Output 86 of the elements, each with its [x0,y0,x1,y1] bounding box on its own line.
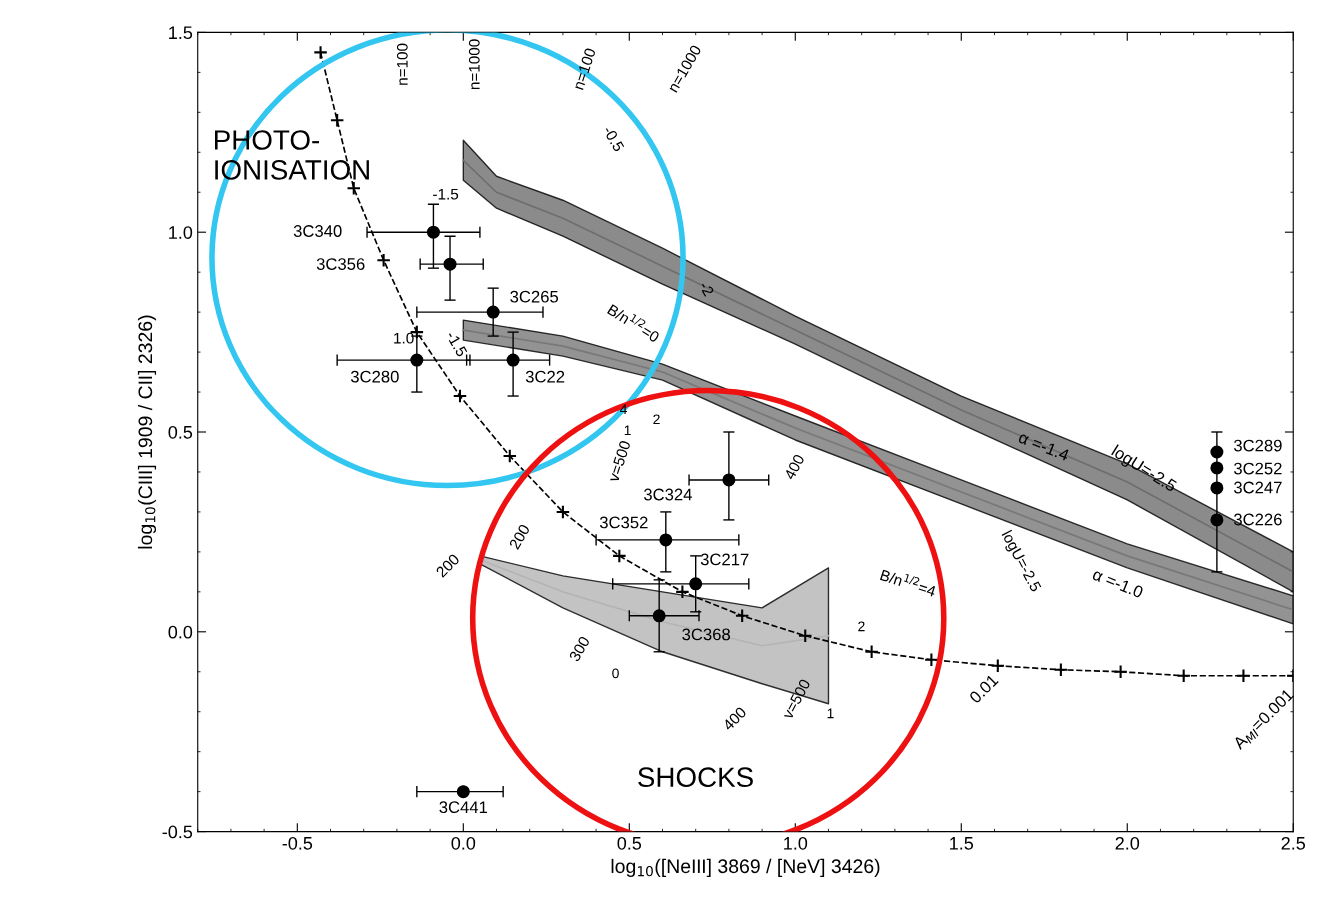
annotation: 3C356 [316,258,365,270]
x-tick-label: -0.5 [282,836,313,850]
point [456,785,470,799]
annotation: -2 [699,280,715,297]
annotation: 2 [858,621,865,632]
point [426,225,440,239]
annotation: A$_{MI}$=0.001 [1232,688,1296,752]
annotation: 3C368 [682,628,731,641]
annotation: 3C324 [643,488,692,501]
point [555,504,571,520]
point [924,652,939,668]
annotation: SHOCKS [638,767,753,788]
y-tick-label: -0.5 [162,825,193,839]
annotation: α =-1.4 [1017,431,1071,462]
point [329,113,345,128]
point [346,180,362,196]
point [1210,461,1224,475]
annotation: 3C441 [439,801,488,814]
x-tick-label: 1.0 [784,836,808,850]
x-tick-label: 2.0 [1115,836,1140,850]
point [486,305,500,319]
y-tick-label: 1.5 [169,26,193,40]
annotation: 3C247 [1233,481,1282,494]
point [443,257,457,271]
point [410,353,424,367]
annotation: n=100 [396,43,408,85]
x-tick-label: 2.5 [1281,836,1306,850]
annotation: 200 [508,523,531,550]
point [990,658,1006,674]
annotation: 300 [568,635,591,663]
y-axis-title: log$_{10}$(CIII] 1909 / CII] 2326) [137,315,157,549]
annotation: 0 [612,668,619,679]
point [652,609,666,623]
x-tick-label: 0.5 [617,836,642,850]
point [1176,668,1191,684]
annotation: 3C352 [599,516,648,529]
point [675,584,690,600]
annotation: 3C265 [510,290,559,303]
point [797,628,813,644]
annotation: 0.01 [968,673,999,704]
point [1236,668,1251,684]
x-tick-label: 0.0 [451,836,476,850]
annotation: 400 [783,453,805,481]
annotation: 2 [653,414,660,425]
annotation: 3C226 [1233,513,1282,526]
annotation: 1.0 [394,332,414,344]
annotation: 3C340 [293,225,342,237]
x-tick-label: 1.5 [950,837,974,850]
annotation: 3C289 [1233,439,1282,452]
point [376,252,391,268]
annotation: α =-1.0 [1091,568,1144,599]
point [1210,513,1224,527]
y-tick-label: 0.0 [168,625,193,639]
annotation: 200 [435,553,461,578]
annotation: -1.5 [445,330,468,358]
annotation: -1.5 [433,188,459,200]
point [1210,481,1224,495]
annotation: n=100 [572,47,596,91]
x-axis-title: log$_{10}$([NeIII] 3869 / [NeV] 3426) [611,858,880,877]
point [502,448,518,464]
point [689,577,703,591]
annotation: 1 [827,708,834,719]
annotation: 400 [721,706,747,732]
annotation: B/n$^{1/2}$=4 [879,566,938,598]
point [313,45,328,60]
point [1113,664,1128,680]
annotation: 1 [624,425,631,436]
annotation: 3C22 [525,370,565,383]
annotation: 3C217 [700,553,749,566]
y-tick-label: 0.5 [168,425,193,439]
point [1210,445,1224,459]
point [722,473,736,487]
annotation: -0.5 [602,125,625,153]
y-tick-label: 1.0 [169,226,193,239]
annotation: 3C252 [1233,462,1282,475]
annotation: n=1000 [468,39,480,90]
point [864,644,879,660]
point [452,388,468,404]
annotation: 3C280 [350,370,399,383]
point [1053,662,1069,678]
annotation: v=500 [607,440,631,483]
point [659,533,673,547]
point [612,548,627,564]
point [506,353,520,367]
annotation: B/n$^{1/2}$=0 [607,301,662,343]
point [734,608,750,624]
